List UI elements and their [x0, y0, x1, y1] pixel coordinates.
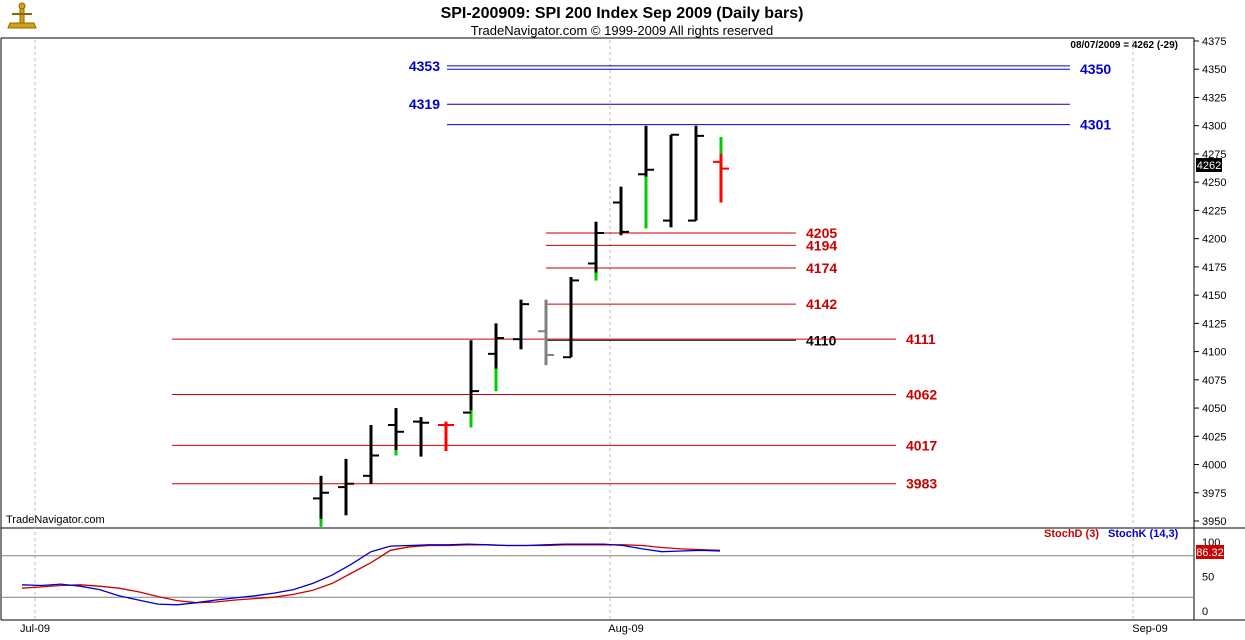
price-panel-frame — [0, 37, 1245, 621]
level-label: 4174 — [806, 260, 837, 276]
stoch-tick-label: 50 — [1202, 572, 1214, 584]
stoch-value-marker: 86.32 — [1196, 545, 1224, 559]
stoch-series-line — [21, 544, 721, 604]
y-tick-label: 4250 — [1202, 177, 1226, 189]
y-tick-label: 4375 — [1202, 36, 1226, 48]
price-bars — [313, 125, 729, 527]
stoch-series-line — [21, 543, 721, 606]
x-tick-label: Sep-09 — [1132, 623, 1167, 635]
level-label: 4017 — [906, 437, 937, 453]
level-label: 4205 — [806, 225, 837, 241]
stoch-tick-label: 0 — [1202, 606, 1208, 618]
level-label: 4062 — [906, 387, 937, 403]
y-tick-label: 3975 — [1202, 488, 1226, 500]
y-tick-label: 4350 — [1202, 64, 1226, 76]
y-tick-label: 3950 — [1202, 516, 1226, 528]
y-tick-label: 4100 — [1202, 347, 1226, 359]
level-label: 4194 — [806, 237, 837, 253]
level-label: 4142 — [806, 296, 837, 312]
y-tick-label: 4325 — [1202, 92, 1226, 104]
price-axis: 3950 3975 4000 4025 4050 4075 4100 4125 4150 4175… — [1194, 36, 1226, 528]
y-tick-label: 4150 — [1202, 290, 1226, 302]
y-tick-label: 4000 — [1202, 460, 1226, 472]
last-quote: 08/07/2009 = 4262 (-29) — [1070, 40, 1178, 51]
y-tick-label: 4275 — [1202, 149, 1226, 161]
level-label: 4319 — [409, 96, 440, 112]
y-tick-label: 4175 — [1202, 262, 1226, 274]
stoch-value-label: 86.32 — [1196, 547, 1224, 559]
y-tick-label: 4025 — [1202, 431, 1226, 443]
level-label: 3983 — [906, 476, 937, 492]
level-label: 4353 — [409, 58, 440, 74]
y-tick-label: 4050 — [1202, 403, 1226, 415]
price-marker-label: 4262 — [1197, 160, 1221, 172]
level-label: 4110 — [806, 332, 837, 348]
y-tick-label: 4225 — [1202, 205, 1226, 217]
level-label: 4301 — [1080, 117, 1111, 133]
logo-icon — [7, 2, 37, 29]
y-tick-label: 4075 — [1202, 375, 1226, 387]
chart-title: SPI-200909: SPI 200 Index Sep 2009 (Dail… — [441, 5, 804, 22]
watermark: TradeNavigator.com — [6, 514, 105, 526]
month-gridlines — [34, 40, 1134, 620]
legend-stochd: StochD (3) — [1044, 528, 1099, 540]
legend-stochk: StochK (14,3) — [1108, 528, 1179, 540]
x-tick-label: Jul-09 — [20, 623, 50, 635]
price-marker: 4262 — [1196, 158, 1222, 172]
x-tick-label: Aug-09 — [608, 623, 643, 635]
level-label: 4111 — [906, 331, 936, 347]
chart-subtitle: TradeNavigator.com © 1999-2009 All right… — [471, 23, 773, 38]
y-tick-label: 4300 — [1202, 121, 1226, 133]
y-tick-label: 4200 — [1202, 234, 1226, 246]
y-tick-label: 4125 — [1202, 318, 1226, 330]
level-label: 4350 — [1080, 61, 1111, 77]
